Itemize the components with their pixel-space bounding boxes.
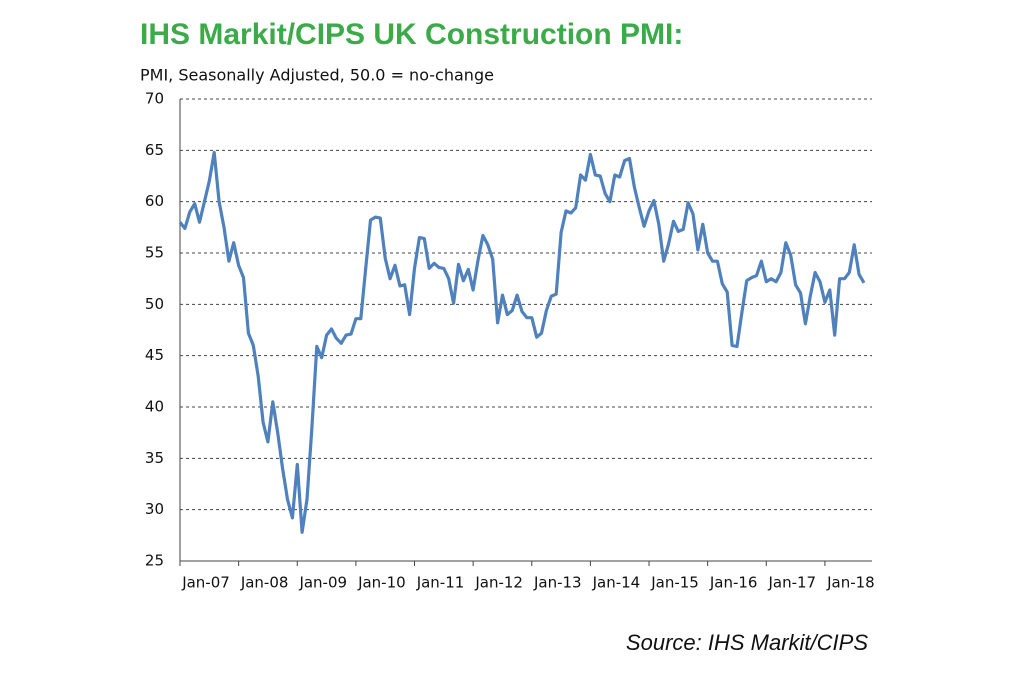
x-tick-label: Jan-11 [416, 574, 465, 592]
x-tick-label: Jan-07 [181, 574, 230, 592]
chart-subtitle: PMI, Seasonally Adjusted, 50.0 = no-chan… [140, 66, 494, 85]
y-tick-label: 45 [145, 346, 164, 364]
y-tick-label: 25 [145, 552, 164, 570]
x-tick-label: Jan-10 [357, 574, 406, 592]
x-tick-label: Jan-18 [826, 574, 875, 592]
source-note: Source: IHS Markit/CIPS [626, 630, 868, 655]
y-tick-label: 30 [145, 500, 164, 518]
x-tick-label: Jan-13 [533, 574, 582, 592]
x-tick-label: Jan-09 [298, 574, 347, 592]
x-tick-label: Jan-08 [240, 574, 289, 592]
x-tick-label: Jan-14 [592, 574, 641, 592]
x-tick-label: Jan-16 [709, 574, 758, 592]
y-tick-label: 55 [145, 244, 164, 262]
chart-title: IHS Markit/CIPS UK Construction PMI: [140, 18, 683, 51]
y-tick-label: 50 [145, 295, 164, 313]
y-tick-label: 70 [145, 90, 164, 108]
data-line [178, 150, 866, 534]
x-tick-label: Jan-15 [650, 574, 699, 592]
y-tick-label: 65 [145, 141, 164, 159]
x-tick-label: Jan-12 [474, 574, 523, 592]
x-tick-label: Jan-17 [767, 574, 816, 592]
y-tick-label: 35 [145, 449, 164, 467]
y-tick-label: 60 [145, 192, 164, 210]
y-tick-label: 40 [145, 398, 164, 416]
